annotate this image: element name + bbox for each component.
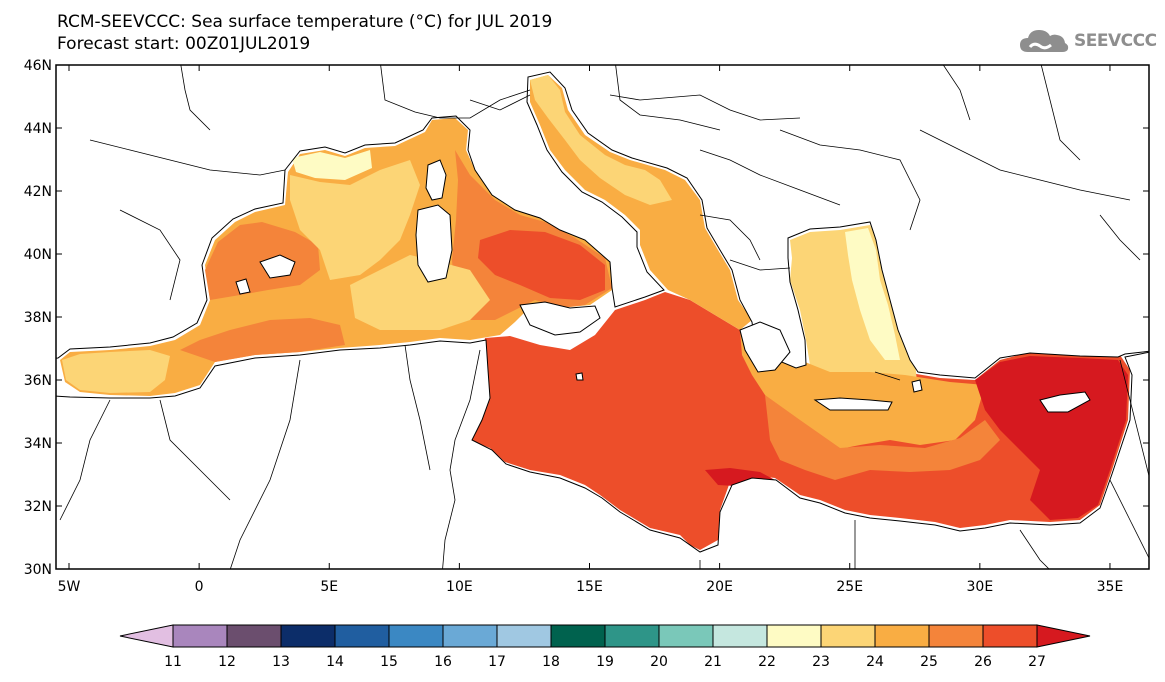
sea-algerian-warm: [180, 318, 345, 362]
sicily-land: [519, 301, 601, 336]
colorbar-swatch: [604, 624, 660, 648]
sea-ionian-band: [740, 330, 985, 450]
logo-text: SEEVCCC: [1074, 31, 1157, 51]
colorbar-tick-label: 25: [920, 654, 938, 670]
lon-label: 10E: [446, 579, 473, 595]
sea-aegean-cool: [845, 228, 900, 360]
colorbar-tick-label: 23: [812, 654, 830, 670]
colorbar-tick-label: 20: [650, 654, 668, 670]
lat-label: 40N: [24, 247, 52, 263]
colorbar-swatch: [388, 624, 444, 648]
sea-libya-warm-band: [765, 395, 1000, 480]
colorbar-tick-label: 17: [488, 654, 506, 670]
colorbar-tick-label: 18: [542, 654, 560, 670]
sea-provence-band: [290, 160, 420, 280]
colorbar-tick-label: 14: [326, 654, 344, 670]
lat-label: 36N: [24, 373, 52, 389]
colorbar-swatch: [820, 624, 876, 648]
europe-land: [56, 65, 1149, 379]
colorbar-tick-label: 22: [758, 654, 776, 670]
lon-label: 5W: [58, 579, 81, 595]
lat-label: 34N: [24, 436, 52, 452]
colorbar-under-triangle: [119, 624, 174, 648]
lon-label: 5E: [320, 579, 338, 595]
colorbar-tick-label: 24: [866, 654, 884, 670]
lat-label: 30N: [24, 562, 52, 578]
colorbar-swatch: [658, 624, 714, 648]
lon-label: 0: [195, 579, 204, 595]
forecast-start-label: Forecast start: 00Z01JUL2019: [57, 34, 311, 54]
colorbar-swatch: [766, 624, 822, 648]
colorbar-swatch: [442, 624, 498, 648]
sea-sardinia-channel: [350, 255, 490, 330]
colorbar-tick-label: 21: [704, 654, 722, 670]
colorbar-swatch: [496, 624, 552, 648]
rhodes-land: [911, 379, 923, 393]
lat-label: 44N: [24, 121, 52, 137]
lon-label: 30E: [967, 579, 994, 595]
country-borders: [59, 65, 1149, 569]
longitude-axis: 5W 0 5E 10E 15E 20E 25E 30E 35E: [58, 65, 1124, 595]
colorbar-tick-label: 26: [974, 654, 992, 670]
cloud-icon: [1020, 30, 1069, 52]
colorbar-tick-label: 16: [434, 654, 452, 670]
north-africa-land: [56, 339, 1149, 569]
map-area: [56, 65, 1149, 569]
colorbar-swatch: [874, 624, 930, 648]
colorbar-over-triangle: [1036, 624, 1091, 648]
sea-adriatic: [530, 75, 752, 330]
sardinia-land: [415, 204, 453, 283]
colorbar-tick-label: 12: [218, 654, 236, 670]
colorbar-swatch: [280, 624, 336, 648]
peloponnese-land: [739, 321, 791, 373]
corsica-land: [425, 159, 447, 201]
malta-land: [575, 372, 584, 381]
sea-alboran-cool: [62, 350, 170, 393]
colorbar-tick-label: 15: [380, 654, 398, 670]
sea-gulf-lion-cool: [292, 150, 372, 180]
colorbar-swatch: [928, 624, 984, 648]
lat-label: 32N: [24, 499, 52, 515]
colorbar-swatch: [172, 624, 228, 648]
colorbar: 11 12 13 14 15 16 17 18 19 20 21 22 23 24 25 26 27: [119, 624, 1091, 670]
ibiza-land: [235, 278, 251, 295]
lat-label: 42N: [24, 184, 52, 200]
sea-adriatic-north: [530, 75, 672, 205]
sea-tyrrhenian-warm: [478, 230, 605, 300]
colorbar-swatch: [982, 624, 1038, 648]
colorbar-swatch: [226, 624, 282, 648]
lat-label: 46N: [24, 58, 52, 74]
latitude-axis: 46N 44N 42N 40N 38N 36N 34N 32N 30N: [24, 58, 1149, 578]
colorbar-tick-label: 27: [1028, 654, 1046, 670]
lat-label: 38N: [24, 310, 52, 326]
lon-label: 20E: [706, 579, 733, 595]
cyprus-land: [1039, 391, 1091, 413]
map-title: RCM-SEEVCCC: Sea surface temperature (°C…: [57, 12, 553, 32]
mallorca-land: [259, 254, 296, 279]
lon-label: 25E: [836, 579, 863, 595]
seevccc-logo: SEEVCCC: [1018, 24, 1158, 58]
crete-land: [813, 397, 893, 411]
colorbar-tick-label: 19: [596, 654, 614, 670]
land-masks: [56, 65, 1149, 569]
lon-label: 15E: [576, 579, 603, 595]
colorbar-swatch: [712, 624, 768, 648]
colorbar-swatch: [334, 624, 390, 648]
colorbar-swatch: [550, 624, 606, 648]
colorbar-tick-label: 11: [164, 654, 182, 670]
colorbar-tick-label: 13: [272, 654, 290, 670]
sea-levantine-hot: [975, 356, 1128, 520]
lon-label: 35E: [1097, 579, 1124, 595]
